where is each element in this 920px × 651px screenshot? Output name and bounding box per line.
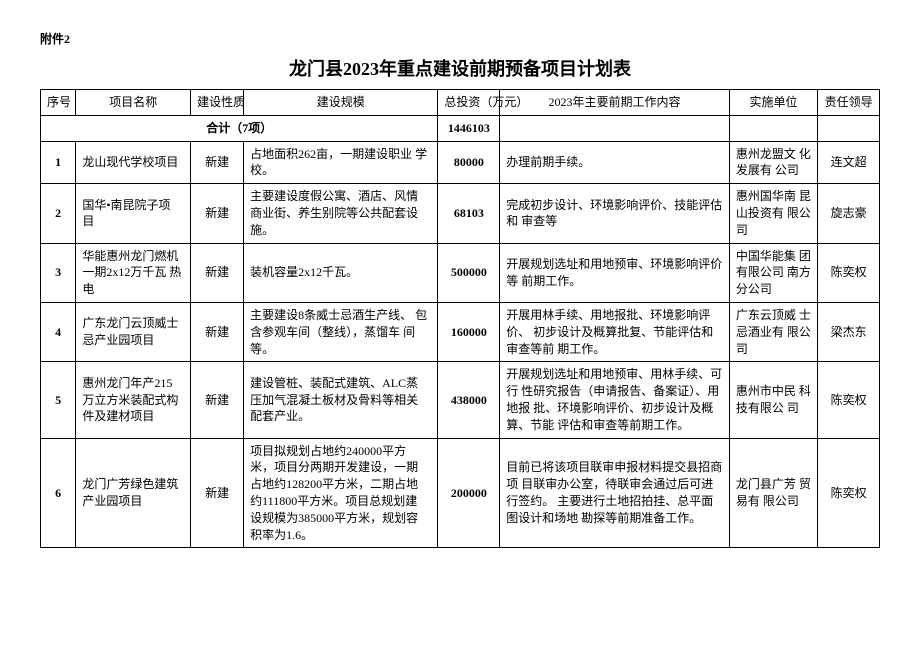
total-leader (818, 115, 880, 141)
header-leader: 责任领导 (818, 90, 880, 116)
cell-name: 华能惠州龙门燃机 一期2x12万千瓦 热电 (76, 243, 191, 302)
cell-leader: 陈奕权 (818, 438, 880, 548)
cell-nature: 新建 (191, 302, 244, 361)
cell-seq: 2 (41, 184, 76, 243)
table-row: 6 龙门广芳绿色建筑 产业园项目 新建 项目拟规划占地约240000平方 米，项… (41, 438, 880, 548)
cell-invest: 200000 (438, 438, 500, 548)
cell-scale: 项目拟规划占地约240000平方 米，项目分两期开发建设，一期 占地约12820… (244, 438, 438, 548)
total-unit (729, 115, 817, 141)
cell-leader: 陈奕权 (818, 362, 880, 438)
projects-table: 序号 项目名称 建设性质 建设规模 总投资（万元） 2023年主要前期工作内容 … (40, 89, 880, 548)
header-row: 序号 项目名称 建设性质 建设规模 总投资（万元） 2023年主要前期工作内容 … (41, 90, 880, 116)
cell-leader: 梁杰东 (818, 302, 880, 361)
cell-scale: 装机容量2x12千瓦。 (244, 243, 438, 302)
cell-name: 国华•南昆院子项 目 (76, 184, 191, 243)
attachment-label: 附件2 (40, 30, 880, 47)
table-row: 4 广东龙门云顶威士 忌产业园项目 新建 主要建设8条威士忌酒生产线、 包含参观… (41, 302, 880, 361)
cell-unit: 中国华能集 团有限公司 南方分公司 (729, 243, 817, 302)
header-unit: 实施单位 (729, 90, 817, 116)
cell-leader: 陈奕权 (818, 243, 880, 302)
cell-seq: 3 (41, 243, 76, 302)
cell-seq: 4 (41, 302, 76, 361)
cell-seq: 1 (41, 141, 76, 184)
cell-unit: 龙门县广芳 贸易有 限公司 (729, 438, 817, 548)
cell-nature: 新建 (191, 243, 244, 302)
cell-scale: 主要建设8条威士忌酒生产线、 包含参观车间（整线），蒸馏车 间等。 (244, 302, 438, 361)
cell-nature: 新建 (191, 438, 244, 548)
cell-name: 惠州龙门年产215万立方米装配式构 件及建材项目 (76, 362, 191, 438)
cell-unit: 广东云顶威 士忌酒业有 限公司 (729, 302, 817, 361)
header-nature: 建设性质 (191, 90, 244, 116)
cell-work: 完成初步设计、环境影响评价、技能评估和 审查等 (500, 184, 730, 243)
cell-unit: 惠州国华南 昆山投资有 限公司 (729, 184, 817, 243)
cell-invest: 160000 (438, 302, 500, 361)
cell-scale: 建设管桩、装配式建筑、ALC蒸 压加气混凝土板材及骨料等相关 配套产业。 (244, 362, 438, 438)
cell-work: 目前已将该项目联审申报材料提交县招商项 目联审办公室，待联审会通过后可进行签约。… (500, 438, 730, 548)
cell-seq: 6 (41, 438, 76, 548)
cell-invest: 80000 (438, 141, 500, 184)
cell-work: 办理前期手续。 (500, 141, 730, 184)
page-title: 龙门县2023年重点建设前期预备项目计划表 (40, 55, 880, 81)
cell-leader: 旋志豪 (818, 184, 880, 243)
total-invest: 1446103 (438, 115, 500, 141)
cell-work: 开展规划选址和用地预审、用林手续、可行 性研究报告（申请报告、备案证）、用地报 … (500, 362, 730, 438)
header-work: 2023年主要前期工作内容 (500, 90, 730, 116)
table-row: 2 国华•南昆院子项 目 新建 主要建设度假公寓、酒店、风情 商业街、养生别院等… (41, 184, 880, 243)
total-work (500, 115, 730, 141)
header-scale: 建设规模 (244, 90, 438, 116)
header-seq: 序号 (41, 90, 76, 116)
total-label: 合计（7项） (41, 115, 438, 141)
cell-leader: 连文超 (818, 141, 880, 184)
cell-nature: 新建 (191, 184, 244, 243)
cell-work: 开展规划选址和用地预审、环境影响评价等 前期工作。 (500, 243, 730, 302)
total-row: 合计（7项） 1446103 (41, 115, 880, 141)
cell-invest: 438000 (438, 362, 500, 438)
cell-unit: 惠州市中民 科技有限公 司 (729, 362, 817, 438)
cell-name: 广东龙门云顶威士 忌产业园项目 (76, 302, 191, 361)
cell-nature: 新建 (191, 141, 244, 184)
cell-invest: 500000 (438, 243, 500, 302)
cell-nature: 新建 (191, 362, 244, 438)
table-row: 1 龙山现代学校项目 新建 占地面积262亩，一期建设职业 学校。 80000 … (41, 141, 880, 184)
table-row: 5 惠州龙门年产215万立方米装配式构 件及建材项目 新建 建设管桩、装配式建筑… (41, 362, 880, 438)
table-row: 3 华能惠州龙门燃机 一期2x12万千瓦 热电 新建 装机容量2x12千瓦。 5… (41, 243, 880, 302)
cell-seq: 5 (41, 362, 76, 438)
cell-unit: 惠州龙盟文 化发展有 公司 (729, 141, 817, 184)
header-invest: 总投资（万元） (438, 90, 500, 116)
cell-work: 开展用林手续、用地报批、环境影响评价、 初步设计及概算批复、节能评估和审查等前 … (500, 302, 730, 361)
cell-invest: 68103 (438, 184, 500, 243)
cell-name: 龙门广芳绿色建筑 产业园项目 (76, 438, 191, 548)
header-name: 项目名称 (76, 90, 191, 116)
cell-scale: 占地面积262亩，一期建设职业 学校。 (244, 141, 438, 184)
cell-scale: 主要建设度假公寓、酒店、风情 商业街、养生别院等公共配套设 施。 (244, 184, 438, 243)
cell-name: 龙山现代学校项目 (76, 141, 191, 184)
